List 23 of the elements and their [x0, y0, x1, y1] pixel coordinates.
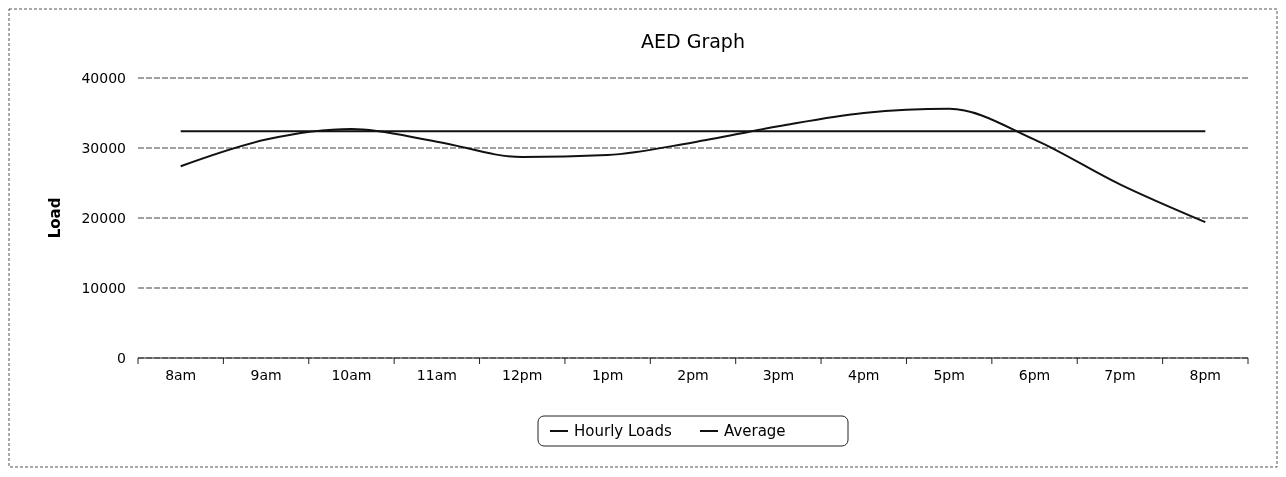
x-tick-label: 12pm: [502, 367, 543, 383]
y-tick-label: 20000: [81, 209, 126, 226]
y-tick-label: 10000: [81, 279, 126, 296]
x-tick-label: 4pm: [848, 367, 880, 383]
x-tick-label: 5pm: [933, 367, 965, 383]
x-tick-label: 7pm: [1104, 367, 1136, 383]
x-tick-label: 3pm: [762, 367, 795, 383]
legend-label: Hourly Loads: [574, 422, 672, 441]
x-tick-label: 11am: [416, 367, 457, 383]
y-tick-label: 30000: [81, 139, 126, 156]
x-tick-label: 9am: [250, 367, 282, 383]
x-tick-label: 8am: [165, 367, 197, 383]
y-axis-title: Load: [46, 197, 64, 239]
x-tick-label: 1pm: [591, 367, 624, 383]
x-tick-label: 10am: [331, 367, 372, 383]
x-tick-label: 2pm: [677, 367, 709, 383]
x-tick-label: 8pm: [1189, 367, 1222, 383]
line-series: [179, 107, 1207, 224]
y-tick-label: 0: [117, 349, 126, 366]
legend-label: Average: [724, 422, 786, 441]
chart-title: AED Graph: [641, 30, 745, 52]
y-tick-label: 40000: [81, 69, 126, 86]
x-tick-label: 6pm: [1018, 367, 1051, 383]
